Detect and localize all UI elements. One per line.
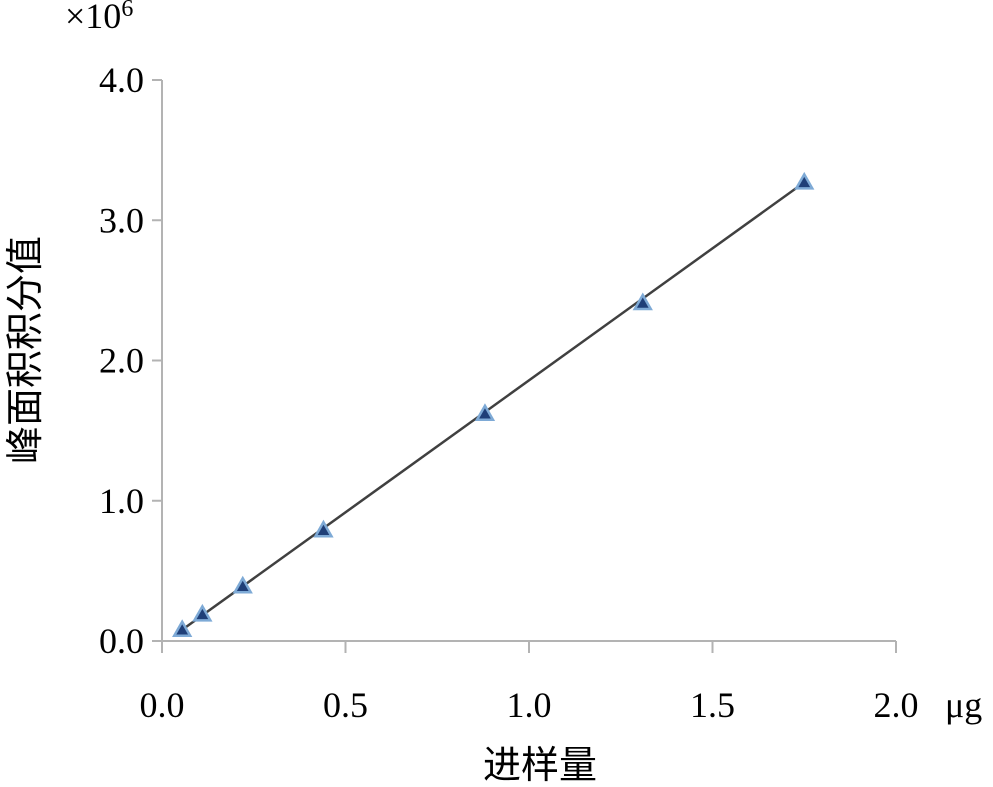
trend-line-layer [181, 181, 805, 631]
data-point-triangle [313, 519, 334, 538]
y-tick-label: 0.0 [99, 621, 144, 661]
x-axis-title: 进样量 [483, 743, 597, 787]
data-point-triangle [632, 292, 653, 311]
data-point-triangle [232, 575, 253, 594]
x-unit-label: μg [945, 685, 982, 725]
ticks: 0.0 1.0 2.0 3.0 4.0 0.0 0.5 1.0 1.5 2.0 [99, 60, 919, 725]
y-tick-label: 4.0 [99, 60, 144, 100]
data-points [172, 171, 815, 638]
data-point-triangle [192, 603, 213, 622]
trend-line [181, 181, 805, 631]
x-tick-label: 2.0 [874, 685, 919, 725]
y-multiplier-exponent: 6 [121, 0, 133, 22]
y-tick-label: 1.0 [99, 481, 144, 521]
axes [161, 80, 896, 642]
x-tick-label: 1.0 [507, 685, 552, 725]
data-point-triangle [474, 403, 496, 422]
y-multiplier: ×106 [65, 0, 133, 36]
y-axis-title: 峰面积积分值 [3, 236, 47, 464]
y-tick-label: 3.0 [99, 200, 144, 240]
x-tick-label: 0.5 [323, 685, 368, 725]
x-tick-label: 0.0 [140, 685, 185, 725]
data-point-triangle [794, 171, 815, 190]
x-tick-label: 1.5 [690, 685, 735, 725]
y-multiplier-base: ×10 [65, 0, 121, 36]
y-tick-label: 2.0 [99, 341, 144, 381]
data-point-triangle [172, 619, 193, 638]
